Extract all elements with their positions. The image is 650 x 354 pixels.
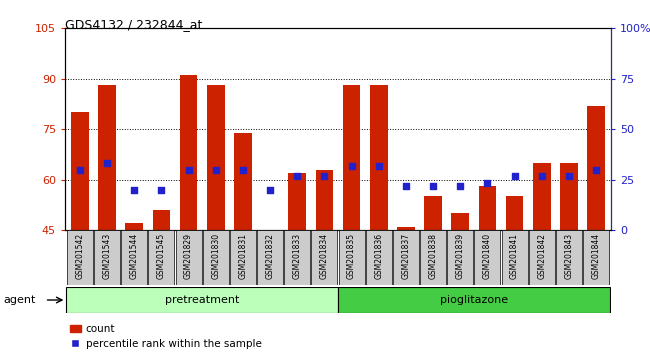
Bar: [370, 86, 387, 230]
Text: GSM201842: GSM201842: [538, 233, 546, 279]
Point: [346, 164, 357, 169]
Point: [129, 187, 140, 193]
Point: [75, 167, 85, 172]
FancyBboxPatch shape: [176, 230, 202, 285]
Bar: [71, 113, 89, 230]
FancyBboxPatch shape: [338, 287, 610, 313]
Point: [374, 164, 384, 169]
Bar: [98, 86, 116, 230]
Text: pretreatment: pretreatment: [165, 295, 239, 305]
Bar: [207, 86, 225, 230]
Bar: [560, 163, 578, 230]
Text: GSM201844: GSM201844: [592, 233, 601, 279]
FancyBboxPatch shape: [502, 230, 528, 285]
Bar: [397, 227, 415, 230]
Bar: [451, 213, 469, 230]
Bar: [234, 133, 252, 230]
FancyBboxPatch shape: [393, 230, 419, 285]
Text: GSM201545: GSM201545: [157, 233, 166, 279]
FancyBboxPatch shape: [230, 230, 256, 285]
FancyBboxPatch shape: [311, 230, 337, 285]
Point: [102, 160, 112, 166]
Bar: [153, 210, 170, 230]
Point: [211, 167, 221, 172]
Point: [238, 167, 248, 172]
Point: [265, 187, 276, 193]
Point: [536, 173, 547, 179]
FancyBboxPatch shape: [420, 230, 446, 285]
FancyBboxPatch shape: [257, 230, 283, 285]
Bar: [125, 223, 143, 230]
Text: GSM201544: GSM201544: [130, 233, 138, 279]
Text: GDS4132 / 232844_at: GDS4132 / 232844_at: [65, 18, 202, 31]
FancyBboxPatch shape: [447, 230, 473, 285]
FancyBboxPatch shape: [122, 230, 148, 285]
Text: GSM201542: GSM201542: [75, 233, 84, 279]
Text: GSM201834: GSM201834: [320, 233, 329, 279]
Text: GSM201830: GSM201830: [211, 233, 220, 279]
Text: GSM201829: GSM201829: [184, 233, 193, 279]
Text: agent: agent: [3, 295, 36, 305]
Text: pioglitazone: pioglitazone: [440, 295, 508, 305]
Text: GSM201840: GSM201840: [483, 233, 492, 279]
Text: GSM201843: GSM201843: [564, 233, 573, 279]
Point: [455, 184, 465, 189]
FancyBboxPatch shape: [94, 230, 120, 285]
Bar: [533, 163, 551, 230]
Point: [564, 173, 574, 179]
Text: GSM201543: GSM201543: [103, 233, 112, 279]
FancyBboxPatch shape: [284, 230, 310, 285]
Legend: count, percentile rank within the sample: count, percentile rank within the sample: [70, 324, 262, 349]
Text: GSM201835: GSM201835: [347, 233, 356, 279]
Text: GSM201832: GSM201832: [266, 233, 274, 279]
Bar: [506, 196, 523, 230]
Point: [591, 167, 601, 172]
Bar: [316, 170, 333, 230]
Point: [292, 173, 302, 179]
Text: GSM201836: GSM201836: [374, 233, 384, 279]
Point: [156, 187, 166, 193]
Text: GSM201833: GSM201833: [292, 233, 302, 279]
Point: [400, 184, 411, 189]
Point: [428, 184, 438, 189]
Bar: [289, 173, 306, 230]
FancyBboxPatch shape: [474, 230, 500, 285]
FancyBboxPatch shape: [528, 230, 554, 285]
FancyBboxPatch shape: [148, 230, 174, 285]
FancyBboxPatch shape: [66, 287, 338, 313]
Text: GSM201841: GSM201841: [510, 233, 519, 279]
FancyBboxPatch shape: [203, 230, 229, 285]
FancyBboxPatch shape: [339, 230, 365, 285]
Bar: [424, 196, 442, 230]
Bar: [587, 106, 605, 230]
Point: [319, 173, 330, 179]
FancyBboxPatch shape: [366, 230, 392, 285]
FancyBboxPatch shape: [556, 230, 582, 285]
Point: [482, 180, 493, 186]
Bar: [478, 187, 496, 230]
FancyBboxPatch shape: [67, 230, 93, 285]
Point: [183, 167, 194, 172]
Text: GSM201839: GSM201839: [456, 233, 465, 279]
Point: [510, 173, 520, 179]
FancyBboxPatch shape: [583, 230, 609, 285]
Bar: [343, 86, 360, 230]
Text: GSM201837: GSM201837: [402, 233, 410, 279]
Text: GSM201838: GSM201838: [428, 233, 437, 279]
Text: GSM201831: GSM201831: [239, 233, 248, 279]
Bar: [180, 75, 198, 230]
